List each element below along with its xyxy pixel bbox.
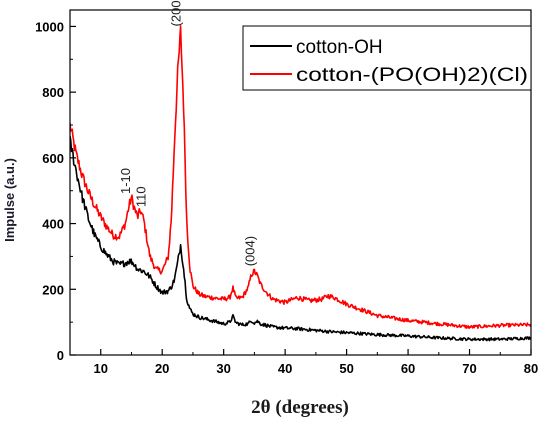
y-tick-label: 0: [57, 348, 64, 363]
peak-annotation: (004): [242, 236, 257, 266]
x-tick-label: 20: [155, 361, 169, 376]
y-tick-label: 200: [42, 282, 64, 297]
x-tick-label: 50: [339, 361, 353, 376]
x-tick-label: 80: [524, 361, 538, 376]
x-tick-label: 30: [216, 361, 230, 376]
legend-label-cotton-oh: cotton-OH: [296, 37, 383, 58]
plot-border: [69, 9, 532, 356]
x-tick-label: 40: [278, 361, 292, 376]
peak-annotation: 110: [134, 186, 149, 207]
peak-annotation: (200): [169, 0, 184, 26]
y-tick-label: 800: [42, 85, 64, 100]
y-tick-label: 1000: [35, 19, 64, 34]
x-tick-label: 70: [462, 361, 476, 376]
x-tick-label: 60: [401, 361, 415, 376]
legend-box: [242, 25, 532, 91]
peak-annotation: 1-10: [118, 168, 133, 194]
legend-label-cotton-po: cotton-(PO(OH)2)(Cl): [296, 65, 528, 86]
series-line-cotton-po: [70, 25, 531, 330]
y-axis-label: Impulse (a.u.): [2, 158, 17, 242]
legend: cotton-OH cotton-(PO(OH)2)(Cl): [242, 25, 532, 91]
y-tick-label: 600: [42, 151, 64, 166]
series-line-cotton-oh: [70, 136, 531, 342]
plot-area: [70, 25, 531, 342]
x-axis-label: 2θ (degrees): [251, 397, 349, 418]
x-tick-label: 10: [93, 361, 107, 376]
y-tick-label: 400: [42, 217, 64, 232]
axes-frame: [69, 9, 532, 356]
